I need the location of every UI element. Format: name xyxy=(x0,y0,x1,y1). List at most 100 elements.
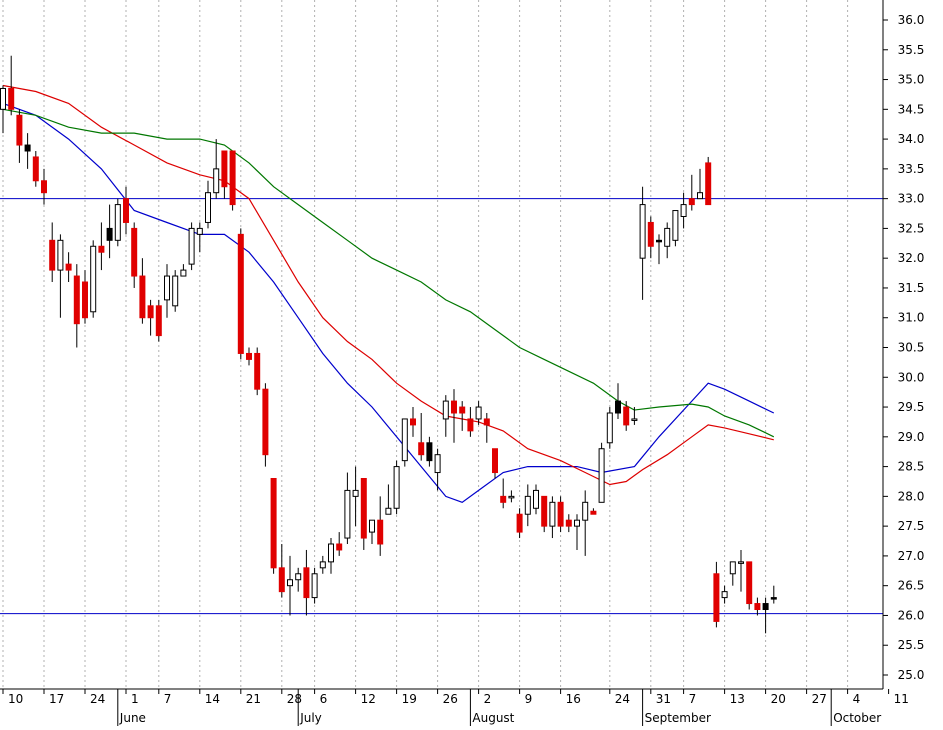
candle xyxy=(106,204,113,259)
candle-body xyxy=(65,263,72,271)
candle xyxy=(229,150,236,211)
candle xyxy=(467,407,474,437)
candle-body xyxy=(106,227,113,241)
candle xyxy=(172,270,179,312)
candle xyxy=(401,418,408,467)
candle-body xyxy=(24,144,31,152)
x-day-label: 26 xyxy=(443,692,458,706)
candle xyxy=(557,496,564,533)
candle xyxy=(246,347,252,366)
y-tick-label: 26.5 xyxy=(898,579,925,593)
candle-body xyxy=(270,478,277,569)
candle xyxy=(672,210,679,247)
candle-body xyxy=(57,239,64,271)
candle xyxy=(459,401,466,431)
candle-body xyxy=(549,501,556,527)
x-month-label: September xyxy=(645,711,711,725)
candle xyxy=(475,401,482,425)
x-day-label: 1 xyxy=(131,692,139,706)
candle-body xyxy=(672,210,679,241)
y-tick-label: 28.0 xyxy=(898,489,925,503)
candle xyxy=(123,186,129,235)
candle-body xyxy=(524,495,531,515)
x-day-label: 16 xyxy=(566,692,581,706)
candle-body xyxy=(90,245,97,313)
x-day-label: 10 xyxy=(8,692,23,706)
candle-body xyxy=(98,245,105,253)
series-line-ma_fast xyxy=(2,102,775,503)
candle-body xyxy=(623,406,630,426)
candle xyxy=(147,299,154,336)
candle-body xyxy=(180,269,187,277)
y-tick-label: 28.5 xyxy=(898,460,925,474)
y-tick-label: 30.5 xyxy=(898,341,925,355)
candle xyxy=(155,299,162,342)
candle xyxy=(295,567,302,592)
candle xyxy=(721,585,728,604)
candle xyxy=(237,228,244,360)
candle xyxy=(492,448,498,479)
candle xyxy=(8,55,15,116)
candle-body xyxy=(360,478,367,539)
candle-body xyxy=(410,418,416,426)
candle xyxy=(0,85,6,134)
candle xyxy=(639,186,646,300)
candle xyxy=(352,466,359,527)
candle-body xyxy=(664,227,671,247)
candle xyxy=(278,544,285,598)
candle xyxy=(385,484,392,515)
candle-body xyxy=(541,495,548,527)
candle xyxy=(369,519,375,544)
candle xyxy=(164,264,170,318)
x-day-label: 12 xyxy=(361,692,376,706)
candle xyxy=(393,460,400,515)
candle xyxy=(631,407,638,425)
x-month-label: October xyxy=(833,711,881,725)
candle-body xyxy=(688,198,695,206)
candle-body xyxy=(32,156,39,182)
candle-body xyxy=(697,192,703,200)
candle xyxy=(541,495,548,533)
y-tick-label: 27.0 xyxy=(898,549,925,563)
candle xyxy=(582,490,589,556)
y-tick-label: 31.5 xyxy=(898,281,925,295)
candle xyxy=(516,508,523,539)
x-day-label: 9 xyxy=(525,692,533,706)
x-day-label: 11 xyxy=(894,692,909,706)
candle xyxy=(311,567,318,604)
candle xyxy=(434,448,441,491)
y-tick-label: 34.0 xyxy=(898,132,925,146)
x-day-label: 17 xyxy=(49,692,64,706)
candle xyxy=(418,413,425,461)
x-day-label: 24 xyxy=(90,692,105,706)
candle xyxy=(90,240,97,318)
x-day-label: 14 xyxy=(205,692,220,706)
x-day-label: 20 xyxy=(771,692,786,706)
candle-body xyxy=(82,281,88,319)
candle-body xyxy=(656,239,662,243)
y-tick-label: 25.0 xyxy=(898,668,925,682)
candle-body xyxy=(729,561,736,575)
candle-body xyxy=(680,204,687,218)
candle-body xyxy=(213,168,220,194)
y-tick-label: 32.0 xyxy=(898,251,925,265)
x-day-label: 19 xyxy=(402,692,417,706)
candle-body xyxy=(418,442,425,456)
candle-body xyxy=(377,519,384,545)
y-tick-label: 29.0 xyxy=(898,430,925,444)
candle xyxy=(483,413,490,443)
y-tick-label: 29.5 xyxy=(898,400,925,414)
y-tick-label: 31.0 xyxy=(898,311,925,325)
x-day-label: 6 xyxy=(320,692,328,706)
y-tick-label: 33.5 xyxy=(898,162,925,176)
candle-body xyxy=(147,305,154,319)
y-tick-label: 25.5 xyxy=(898,638,925,652)
candle-body xyxy=(254,352,261,390)
candle xyxy=(319,555,326,574)
candle-body xyxy=(262,388,269,456)
candle-body xyxy=(590,510,597,515)
candle xyxy=(688,174,695,211)
candle-body xyxy=(164,275,170,301)
candle xyxy=(524,484,531,527)
candle-body xyxy=(508,495,515,499)
